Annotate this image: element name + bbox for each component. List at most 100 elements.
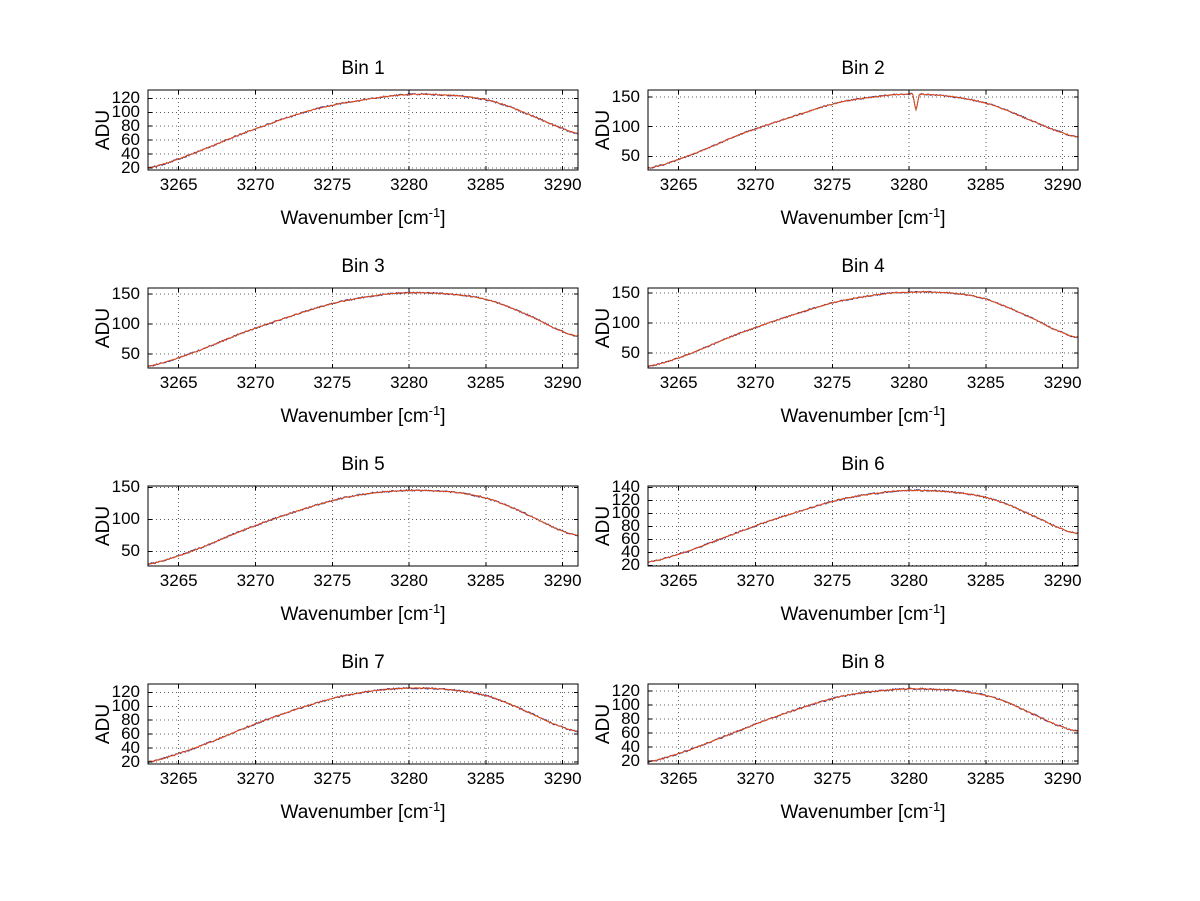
plot-title: Bin 1 [341,58,385,79]
measured-line [648,290,1078,368]
x-axis-label: Wavenumber [cm-1] [148,398,578,430]
x-tick-label: 3285 [966,175,1005,194]
x-axis-label-close-bracket: ] [940,604,946,625]
y-tick-label: 50 [621,146,640,166]
plot-title: Bin 3 [341,256,385,277]
axis-box [147,89,579,171]
measured-line [148,686,578,764]
subplot-bin-2: Bin 2 ADU Wavenumber [cm-1] 50 100 150 3265… [558,56,1098,254]
y-tick-label: 150 [611,87,640,107]
axis-box [647,683,1079,765]
x-tick-label: 3265 [159,571,198,590]
measured-line [148,488,578,565]
x-axis-label: Wavenumber [cm-1] [148,596,578,628]
plot-title: Bin 8 [841,652,885,673]
x-axis-label-superscript: -1 [928,601,941,616]
measured-line [148,92,578,169]
x-axis-label: Wavenumber [cm-1] [648,200,1078,232]
y-tick-label: 20 [621,555,640,575]
x-tick-label: 3290 [1043,175,1082,194]
x-tick-label: 3280 [390,769,428,788]
x-tick-label: 3280 [890,769,928,788]
subplot-bin-8: Bin 8 ADU Wavenumber [cm-1] 20 40 60 80 100 1… [558,650,1098,848]
x-axis-label-text: Wavenumber [cm [280,208,429,229]
x-tick-label: 3265 [159,373,198,392]
y-tick-label: 40 [121,144,140,163]
y-tick-label: 60 [121,724,140,744]
x-tick-label: 3285 [466,373,505,392]
subplot-bin-1: Bin 1 ADU Wavenumber [cm-1] 20 40 60 80 100 1… [58,56,598,254]
y-tick-label: 100 [111,509,140,529]
x-axis-label-superscript: -1 [928,403,941,418]
x-axis-label-text: Wavenumber [cm [280,802,429,823]
axis-box [147,485,579,567]
x-tick-label: 3265 [659,373,698,392]
subplot-bin-3: Bin 3 ADU Wavenumber [cm-1] 50 100 150 3265… [58,254,598,452]
x-tick-label: 3270 [236,175,275,194]
x-tick-label: 3275 [313,571,352,590]
x-tick-label: 3270 [736,571,775,590]
x-tick-label: 3290 [1043,571,1082,590]
x-axis-label: Wavenumber [cm-1] [648,398,1078,430]
plot-area [147,485,579,567]
x-axis-label-superscript: -1 [928,799,941,814]
x-axis-label: Wavenumber [cm-1] [648,596,1078,628]
x-tick-label: 3270 [236,373,275,392]
y-tick-label: 40 [621,737,640,757]
x-tick-label: 3275 [313,769,352,788]
x-tick-label: 3275 [813,571,852,590]
y-tick-label: 60 [121,130,140,150]
x-axis-label-close-bracket: ] [440,208,446,229]
spectrum-line [148,687,578,763]
y-tick-label: 120 [611,490,640,510]
y-tick-label: 150 [111,477,140,497]
measured-line [648,687,1078,763]
x-tick-label: 3290 [543,769,582,788]
y-tick-label: 60 [621,529,640,549]
x-tick-label: 3275 [813,175,852,194]
y-tick-label: 80 [121,710,140,730]
x-tick-label: 3280 [890,571,928,590]
x-axis-label-text: Wavenumber [cm [280,406,429,427]
x-axis-label-text: Wavenumber [cm [780,604,929,625]
x-axis-label-close-bracket: ] [940,406,946,427]
x-tick-label: 3275 [313,175,352,194]
x-tick-label: 3285 [966,373,1005,392]
x-tick-label: 3265 [159,769,198,788]
x-tick-label: 3270 [236,769,275,788]
y-tick-label: 40 [621,542,640,562]
plot-title: Bin 2 [841,58,885,79]
x-axis-label-superscript: -1 [428,205,441,220]
x-axis-label: Wavenumber [cm-1] [148,794,578,826]
x-tick-label: 3280 [390,571,428,590]
y-tick-label: 120 [111,682,140,702]
y-tick-label: 120 [111,88,140,108]
x-tick-label: 3280 [890,175,928,194]
x-axis-label-close-bracket: ] [940,802,946,823]
spectrum-line [648,489,1078,563]
y-tick-label: 50 [121,541,140,561]
axis-box [147,683,579,765]
y-tick-label: 100 [611,695,640,715]
y-tick-label: 20 [121,157,140,177]
x-axis-label-text: Wavenumber [cm [780,208,929,229]
x-tick-label: 3290 [543,373,582,392]
subplot-bin-6: Bin 6 ADU Wavenumber [cm-1] 20 40 60 80 100 1… [558,452,1098,650]
spectrum-line [148,291,578,367]
x-axis-label-superscript: -1 [928,205,941,220]
x-axis-label-text: Wavenumber [cm [780,802,929,823]
measured-line [148,291,578,367]
x-axis-label: Wavenumber [cm-1] [648,794,1078,826]
y-tick-label: 80 [621,709,640,729]
plot-area [147,89,579,171]
x-axis-label: Wavenumber [cm-1] [148,200,578,232]
plot-title: Bin 5 [341,454,385,475]
y-tick-label: 100 [611,312,640,332]
y-tick-label: 40 [121,738,140,757]
x-tick-label: 3290 [1043,769,1082,788]
y-tick-label: 80 [121,116,140,136]
subplot-bin-7: Bin 7 ADU Wavenumber [cm-1] 20 40 60 80 100 1… [58,650,598,848]
plot-title: Bin 4 [841,256,885,277]
x-tick-label: 3285 [466,571,505,590]
x-axis-label-superscript: -1 [428,601,441,616]
